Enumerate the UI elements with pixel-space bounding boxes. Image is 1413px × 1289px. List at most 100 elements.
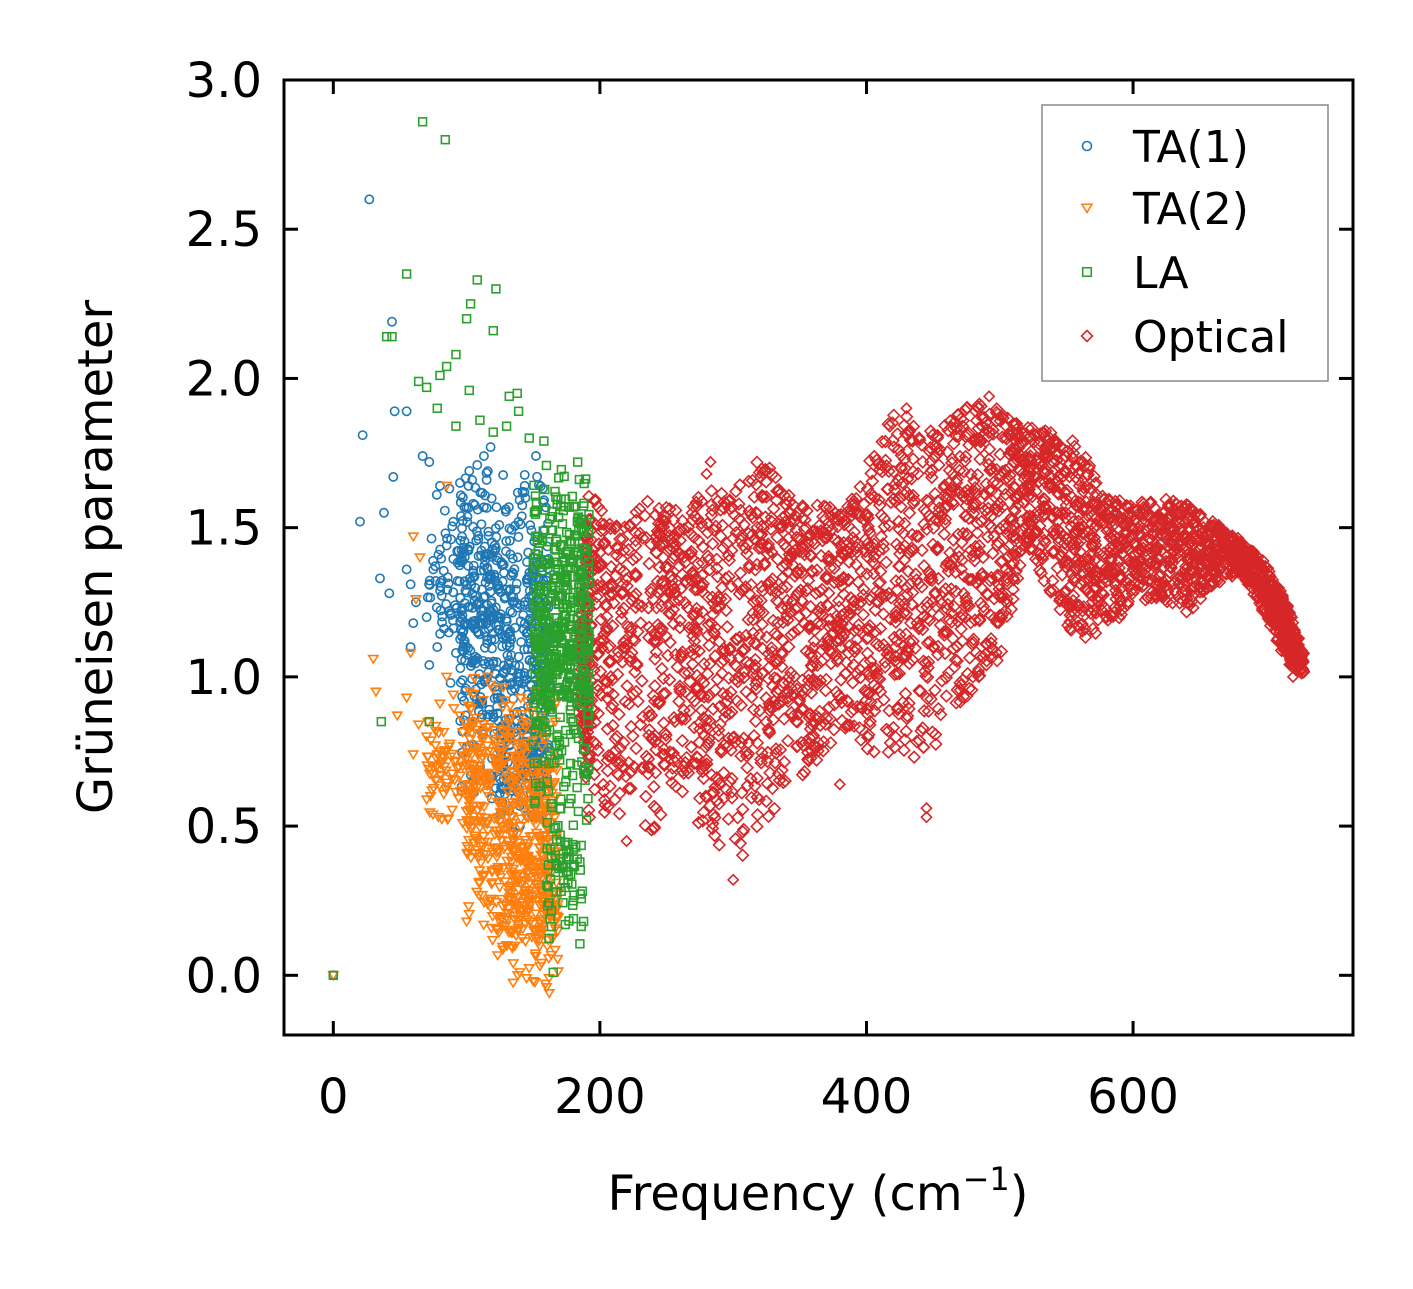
point-optical: [915, 455, 930, 469]
point-ta2: [497, 683, 510, 694]
point-optical: [616, 640, 630, 655]
point-optical: [1051, 459, 1066, 473]
point-optical: [1077, 559, 1092, 574]
point-optical: [1158, 579, 1172, 594]
point-optical: [995, 607, 1009, 622]
point-optical: [736, 642, 751, 657]
point-optical: [888, 477, 903, 491]
point-optical: [1148, 544, 1163, 559]
point-optical: [741, 612, 756, 627]
point-optical: [1097, 566, 1112, 581]
point-ta2: [521, 791, 534, 801]
point-ta2: [506, 943, 519, 954]
point-optical: [998, 418, 1013, 433]
point-ta2: [529, 952, 542, 962]
point-optical: [1160, 539, 1175, 554]
point-optical: [858, 532, 873, 547]
point-optical: [1128, 557, 1143, 572]
point-optical: [750, 557, 764, 572]
point-optical: [717, 738, 732, 752]
point-optical: [784, 627, 799, 642]
point-optical: [941, 665, 956, 680]
point-optical: [889, 574, 903, 588]
point-optical: [1056, 469, 1071, 483]
point-optical: [762, 461, 777, 476]
point-optical: [765, 781, 780, 796]
point-optical: [651, 617, 665, 632]
point-ta1: [513, 532, 524, 542]
point-optical: [668, 647, 683, 662]
point-ta2: [526, 773, 539, 784]
point-optical: [955, 608, 969, 622]
point-optical: [1005, 513, 1020, 528]
point-optical: [667, 710, 681, 725]
point-optical: [685, 657, 700, 671]
point-ta2: [505, 777, 518, 788]
point-optical: [1134, 565, 1149, 580]
point-ta1: [480, 591, 491, 602]
point-optical: [991, 535, 1006, 550]
point-optical: [627, 759, 641, 774]
point-optical: [735, 824, 750, 839]
point-optical: [763, 699, 777, 714]
point-optical: [1110, 513, 1125, 528]
point-optical: [898, 650, 913, 664]
point-optical: [663, 607, 678, 621]
point-ta2: [473, 852, 486, 863]
point-optical: [915, 622, 930, 637]
point-optical: [943, 545, 957, 560]
point-optical: [906, 452, 920, 466]
point-optical: [640, 494, 655, 509]
point-optical: [892, 522, 907, 537]
point-optical: [742, 635, 756, 649]
point-optical: [672, 559, 687, 574]
point-optical: [1132, 518, 1147, 533]
point-optical: [851, 575, 865, 590]
point-ta1: [445, 608, 456, 619]
point-optical: [691, 556, 705, 571]
point-optical: [780, 609, 794, 623]
point-optical: [628, 533, 643, 548]
point-optical: [1095, 499, 1110, 514]
point-optical: [972, 612, 987, 627]
point-optical: [648, 679, 662, 693]
point-ta1: [408, 618, 419, 629]
point-optical: [873, 685, 888, 699]
point-optical: [891, 700, 905, 715]
point-optical: [599, 570, 614, 585]
point-ta2: [542, 954, 555, 965]
point-optical: [663, 584, 678, 598]
point-ta2: [507, 978, 520, 989]
point-optical: [616, 577, 630, 592]
point-ta2: [462, 835, 475, 846]
point-optical: [724, 579, 739, 594]
point-optical: [1002, 468, 1017, 483]
point-optical: [898, 426, 913, 441]
point-optical: [1241, 555, 1255, 570]
point-ta2: [462, 902, 475, 913]
point-optical: [861, 522, 876, 537]
point-ta2: [486, 684, 499, 695]
point-ta2: [516, 842, 529, 853]
point-ta1: [457, 614, 468, 625]
point-optical: [708, 601, 723, 615]
point-optical: [1071, 525, 1086, 539]
point-optical: [760, 539, 775, 554]
point-optical: [1147, 500, 1162, 515]
point-optical: [719, 782, 734, 797]
point-optical: [868, 624, 883, 639]
point-optical: [946, 533, 961, 547]
point-optical: [907, 750, 921, 764]
point-optical: [1066, 573, 1081, 588]
point-optical: [967, 474, 981, 488]
point-optical: [998, 430, 1013, 445]
point-optical: [701, 690, 716, 704]
point-optical: [923, 465, 938, 480]
point-optical: [704, 455, 717, 469]
point-optical: [999, 592, 1014, 606]
point-optical: [643, 537, 658, 552]
point-optical: [710, 593, 725, 608]
point-optical: [862, 717, 877, 732]
point-ta1: [432, 642, 443, 652]
point-optical: [594, 612, 608, 627]
